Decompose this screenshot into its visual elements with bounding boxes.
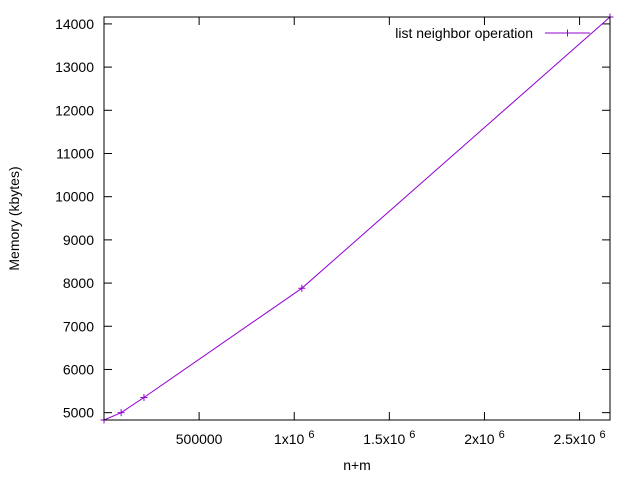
series-line xyxy=(103,16,611,421)
legend: list neighbor operation xyxy=(395,25,590,41)
x-tick-label: 1.5x10 6 xyxy=(363,429,415,447)
y-tick-label: 5000 xyxy=(63,405,94,421)
ticks-layer: 5000 6000 7000 8000 9000 10000 11000 12000 13000… xyxy=(55,16,610,447)
data-point xyxy=(117,409,125,417)
data-point xyxy=(298,284,306,292)
y-tick-label: 6000 xyxy=(63,361,94,377)
legend-sample xyxy=(545,29,590,37)
series-layer xyxy=(100,13,614,424)
y-axis-title: Memory (kbytes) xyxy=(6,166,22,270)
y-tick-label: 12000 xyxy=(55,102,94,118)
y-tick-label: 9000 xyxy=(63,232,94,248)
x-axis-title: n+m xyxy=(343,457,371,473)
data-point xyxy=(140,394,148,402)
y-tick-label: 7000 xyxy=(63,318,94,334)
x-tick-label: 1x10 6 xyxy=(274,429,314,447)
y-tick-label: 10000 xyxy=(55,189,94,205)
y-tick-label: 14000 xyxy=(55,16,94,32)
plot-frame xyxy=(103,16,611,421)
x-tick-label: 2.5x10 6 xyxy=(553,429,605,447)
legend-marker xyxy=(564,29,571,37)
legend-label: list neighbor operation xyxy=(395,25,533,41)
y-tick-label: 13000 xyxy=(55,59,94,75)
x-tick-label: 2x10 6 xyxy=(464,429,504,447)
x-tick-label: 500000 xyxy=(176,431,223,447)
y-tick-label: 11000 xyxy=(56,145,94,161)
y-tick-label: 8000 xyxy=(63,275,94,291)
